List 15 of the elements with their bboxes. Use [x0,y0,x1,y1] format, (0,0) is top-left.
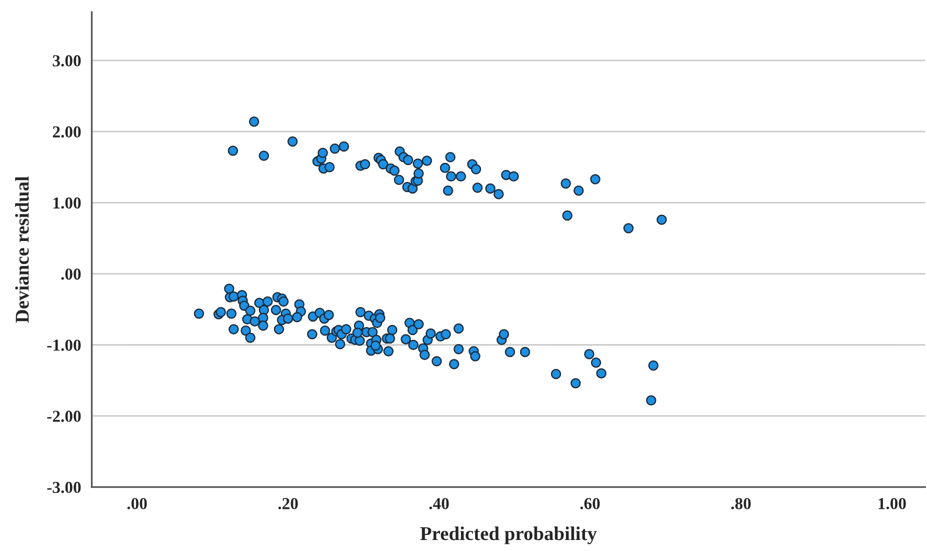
y-tick-label: 3.00 [52,55,81,66]
x-axis-title: Predicted probability [420,526,597,544]
x-tick-label: .00 [127,498,147,510]
x-tick-label: .20 [278,498,298,510]
y-tick-label: -2.00 [47,410,81,422]
x-tick-label: .40 [429,498,449,510]
y-tick-label: -3.00 [47,482,81,494]
y-tick-label: -1.00 [47,340,81,351]
y-tick-label: 2.00 [52,126,81,138]
x-tick-label: .80 [731,498,751,510]
x-tick-label: 1.00 [878,498,906,510]
x-tick-label: .60 [580,498,600,510]
y-tick-label: 1.00 [54,197,81,209]
y-tick-label: .00 [61,268,81,280]
y-axis-title: Deviance residual [15,176,29,323]
